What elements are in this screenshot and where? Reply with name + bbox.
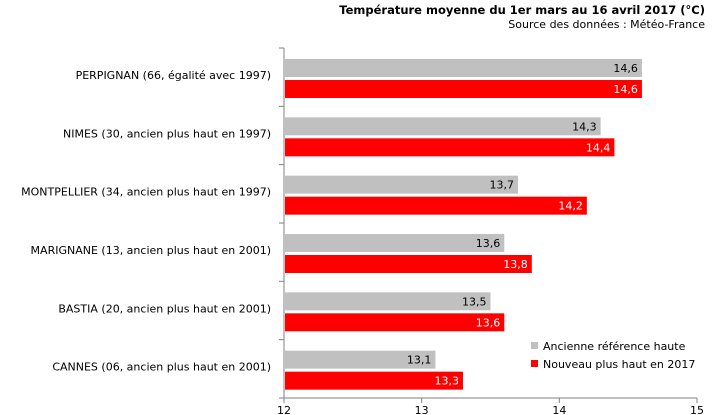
x-tick-label: 15 (690, 404, 704, 415)
data-label: 13,6 (476, 237, 501, 250)
bar-new-record (285, 80, 642, 98)
bar-old-record (285, 59, 642, 77)
x-tick-label: 13 (415, 404, 429, 415)
data-label: 13,8 (503, 258, 528, 271)
category-label: BASTIA (20, ancien plus haut en 2001) (58, 302, 271, 315)
category-label: MARIGNANE (13, ancien plus haut en 2001) (31, 244, 271, 257)
legend-label: Nouveau plus haut en 2017 (543, 358, 695, 371)
bar-old-record (285, 292, 491, 311)
legend-swatch (531, 342, 538, 349)
category-label: CANNES (06, ancien plus haut en 2001) (52, 361, 271, 374)
x-tick-label: 12 (277, 404, 291, 415)
bar-new-record (285, 138, 615, 157)
legend-swatch (531, 360, 538, 367)
category-label: MONTPELLIER (34, ancien plus haut en 199… (21, 186, 271, 199)
category-label: PERPIGNAN (66, égalité avec 1997) (76, 69, 271, 82)
data-label: 14,6 (613, 83, 638, 96)
data-label: 14,4 (586, 141, 611, 154)
bar-old-record (285, 117, 601, 136)
chart-source: Source des données : Météo-France (508, 18, 705, 31)
category-label: NIMES (30, ancien plus haut en 1997) (63, 127, 271, 140)
data-label: 14,3 (572, 120, 597, 133)
bar-old-record (285, 175, 519, 194)
data-label: 14,2 (558, 200, 583, 213)
bar-new-record (285, 371, 463, 390)
data-label: 13,5 (462, 295, 487, 308)
data-label: 13,3 (434, 375, 459, 388)
data-label: 14,6 (613, 62, 638, 75)
data-label: 13,1 (407, 354, 432, 367)
bar-old-record (285, 234, 505, 252)
data-label: 13,6 (476, 316, 501, 329)
bar-new-record (285, 255, 532, 273)
x-tick-label: 14 (552, 404, 566, 415)
bar-old-record (285, 350, 436, 369)
legend-label: Ancienne référence haute (543, 340, 686, 353)
data-label: 13,7 (490, 179, 515, 192)
bar-new-record (285, 196, 587, 215)
bar-new-record (285, 313, 505, 332)
chart-title: Température moyenne du 1er mars au 16 av… (339, 3, 705, 17)
